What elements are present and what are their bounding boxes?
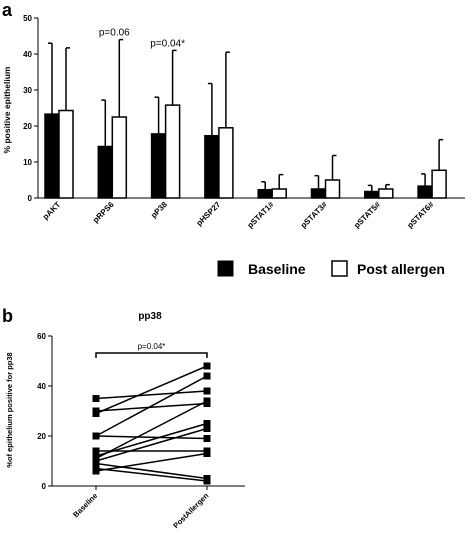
y-tick-label-a: 0	[28, 194, 33, 203]
y-tick-label-b: 20	[37, 432, 46, 441]
x-category-label-a: pSTAT6#	[405, 200, 435, 230]
legend: Baseline Post allergen	[217, 260, 445, 277]
legend-swatch-baseline	[217, 260, 234, 277]
x-category-label-a: pAKT	[41, 200, 63, 222]
bar	[271, 188, 287, 199]
paired-line	[95, 365, 208, 415]
paired-line	[95, 390, 208, 400]
bar	[431, 169, 447, 199]
post-allergen-point	[203, 420, 211, 427]
p-value-annotation: p=0.06	[99, 28, 130, 39]
y-tick-label-b: 0	[42, 482, 47, 491]
baseline-point	[92, 452, 100, 460]
baseline-point	[92, 432, 100, 440]
y-tick-label-b: 60	[37, 332, 46, 341]
y-tick-label-a: 40	[23, 50, 32, 59]
post-allergen-point	[203, 362, 211, 370]
bar	[417, 185, 433, 199]
bar	[97, 145, 114, 199]
post-allergen-point	[203, 397, 211, 405]
post-allergen-point	[203, 372, 211, 380]
bar	[111, 116, 128, 199]
x-category-label-a: pP38	[149, 200, 169, 220]
x-category-label-b: PostAllergen	[171, 491, 210, 530]
post-allergen-point	[203, 425, 211, 432]
post-allergen-point	[203, 387, 211, 395]
y-axis-label-b: %of epithelium positive for pp38	[5, 352, 14, 467]
category-labels-a: pAKT pRPS6 pP38 pHSP27 pSTAT1# pSTAT3# pSTAT5#…	[41, 200, 436, 230]
significance-bracket	[95, 352, 208, 358]
paired-line	[95, 462, 208, 480]
baseline-point	[92, 395, 100, 402]
annotations-a: p=0.06 p=0.04*	[99, 28, 185, 50]
x-category-label-a: pRPS6	[91, 200, 116, 225]
paired-line	[95, 427, 208, 462]
baseline-point	[92, 460, 100, 467]
y-tick-label-b: 40	[37, 382, 46, 391]
paired-line	[95, 402, 208, 412]
y-axis-label-a: % positive epithelium	[2, 66, 12, 153]
bar	[218, 127, 234, 199]
paired-line	[95, 422, 208, 457]
paired-lines-b	[92, 362, 211, 485]
post-allergen-point	[203, 477, 211, 485]
bars-a	[44, 38, 447, 199]
baseline-point	[92, 410, 100, 417]
bar	[150, 133, 167, 199]
baseline-point	[92, 447, 100, 455]
chart-title-b: pp38	[138, 311, 162, 322]
baseline-point	[92, 467, 100, 475]
y-tick-label-a: 20	[23, 122, 32, 131]
paired-line	[95, 435, 208, 440]
paired-chart-panel-b: pp38 %of epithelium positive for pp38 0 2…	[5, 311, 245, 530]
paired-line	[95, 467, 208, 482]
x-category-label-a: pSTAT5#	[352, 200, 382, 230]
paired-line	[95, 452, 208, 472]
x-category-label-a: pSTAT1#	[246, 200, 276, 230]
p-value-annotation: p=0.04*	[150, 38, 185, 49]
annotation-b: p=0.04*	[95, 342, 208, 358]
y-tick-label-a: 50	[23, 14, 32, 23]
p-value-annotation-b: p=0.04*	[138, 342, 166, 351]
y-tick-label-a: 10	[23, 158, 32, 167]
bar	[378, 188, 394, 199]
legend-label-post-allergen: Post allergen	[357, 261, 445, 277]
bar	[324, 179, 341, 199]
panel-letter-a: a	[2, 0, 13, 20]
category-labels-b: Baseline PostAllergen	[71, 486, 211, 530]
bar	[204, 134, 220, 199]
bar	[364, 190, 380, 199]
bar	[310, 188, 327, 199]
paired-line	[95, 400, 208, 460]
y-tick-label-a: 30	[23, 86, 32, 95]
bar	[164, 104, 181, 199]
bar	[58, 109, 74, 199]
paired-line	[95, 375, 208, 437]
bar	[257, 188, 273, 199]
panel-letter-b: b	[2, 306, 13, 326]
post-allergen-point	[203, 450, 211, 457]
x-category-label-a: pSTAT3#	[299, 200, 329, 230]
post-allergen-point	[203, 435, 211, 442]
x-category-label-b: Baseline	[71, 491, 99, 519]
bar-chart-panel-a: % positive epithelium 0 10 20 30 40 50 pAKT pR…	[2, 14, 465, 230]
legend-swatch-post-allergen	[331, 260, 348, 277]
bar	[44, 113, 60, 199]
x-category-label-a: pHSP27	[195, 200, 223, 228]
legend-label-baseline: Baseline	[248, 261, 306, 277]
y-ticks-b: 0 20 40 60	[37, 332, 52, 491]
y-ticks-a: 0 10 20 30 40 50	[23, 14, 38, 203]
